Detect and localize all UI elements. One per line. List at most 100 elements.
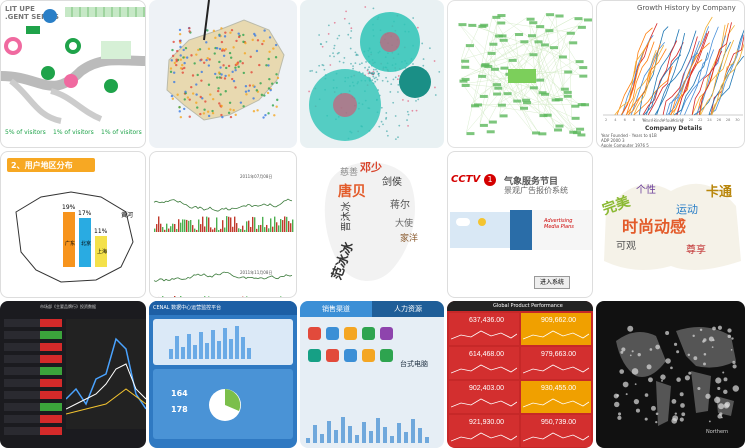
flow-cat-1: 5% of visitors — [5, 129, 46, 136]
tile-icon-app[interactable]: 销售渠道 人力资源 台式电脑 — [300, 301, 444, 448]
dot — [219, 93, 222, 96]
app-icon[interactable] — [308, 349, 321, 362]
app-icon[interactable] — [380, 349, 393, 362]
tile-product-performance[interactable]: Global Product Performance 637,436.00 909… — [447, 301, 593, 448]
dot — [329, 64, 332, 66]
dot — [380, 106, 383, 109]
dot — [207, 83, 211, 86]
dot — [386, 80, 389, 83]
app-icon[interactable] — [326, 327, 339, 340]
tile-growth-chart[interactable]: Growth History by Company 2 4 6 8 10 12 14 16 18… — [596, 0, 745, 148]
dot — [181, 71, 184, 74]
dot — [676, 377, 681, 382]
perf-cell[interactable]: 921,930.00 — [449, 415, 519, 447]
perf-cell[interactable]: 902,403.00 — [449, 381, 519, 413]
ad-media-box — [532, 210, 592, 250]
app-icon[interactable] — [344, 349, 357, 362]
app-icon[interactable] — [344, 327, 357, 340]
dot — [235, 39, 238, 43]
finance-row[interactable] — [4, 355, 62, 363]
perf-cell[interactable]: 909,662.00 — [521, 313, 591, 345]
dot — [386, 134, 389, 137]
dot — [715, 377, 722, 384]
dot — [218, 60, 221, 64]
dot — [182, 56, 185, 59]
tab-sales[interactable]: 销售渠道 — [300, 301, 372, 317]
dot — [655, 412, 659, 416]
dot — [342, 61, 345, 64]
dot — [195, 53, 198, 56]
dot — [660, 374, 666, 380]
dot — [416, 26, 419, 29]
tile-china-map[interactable] — [149, 0, 297, 148]
finance-row[interactable] — [4, 319, 62, 327]
tile-cctv-ad[interactable]: CCTV 1 气象服务节目 景观广告报价系统 Advertising Media… — [447, 151, 593, 298]
app-icon[interactable] — [362, 327, 375, 340]
dot — [252, 97, 255, 100]
dot — [266, 91, 270, 95]
dot — [242, 40, 245, 44]
dot — [223, 77, 227, 80]
dot — [232, 79, 236, 83]
dot — [731, 337, 734, 340]
finance-row[interactable] — [4, 391, 62, 399]
monitor-bar — [235, 326, 239, 359]
tile-bubble-scatter[interactable] — [300, 0, 444, 148]
dot — [375, 76, 377, 79]
app-icon[interactable] — [326, 349, 339, 362]
finance-row[interactable] — [4, 403, 62, 411]
app-icon[interactable] — [362, 349, 375, 362]
tile-region-bars[interactable]: 2、用户地区分布 19% 17% 11% 广东 北京 上海 黄河 — [0, 151, 146, 298]
dot — [380, 120, 383, 123]
tile-network-graph[interactable] — [447, 0, 593, 148]
dot — [264, 113, 267, 117]
dot — [679, 417, 684, 422]
perf-cell[interactable]: 614,468.00 — [449, 347, 519, 379]
finance-row[interactable] — [4, 343, 62, 351]
perf-cell[interactable]: 979,663.00 — [521, 347, 591, 379]
finance-row[interactable] — [4, 367, 62, 375]
app-icon[interactable] — [308, 327, 321, 340]
finance-row[interactable] — [4, 331, 62, 339]
perf-cell[interactable]: 950,739.00 — [521, 415, 591, 447]
perf-cell[interactable]: 930,455.00 — [521, 381, 591, 413]
dot — [717, 325, 723, 330]
dot — [361, 62, 363, 65]
word-1: 邓少 — [360, 161, 382, 174]
enter-system-button[interactable]: 进入系统 — [534, 276, 570, 289]
dot — [202, 112, 206, 115]
dot — [263, 29, 266, 32]
tile-monitor-dashboard[interactable]: CENAL 数据中心运营监控平台 164 178 — [149, 301, 297, 448]
tile-word-cloud-colorful[interactable]: 时尚动感 完美 可观 尊享 卡通 运动 个性 — [596, 151, 745, 298]
dot — [209, 93, 212, 96]
perf-cell[interactable]: 637,436.00 — [449, 313, 519, 345]
dot — [219, 66, 222, 69]
dot — [262, 116, 265, 119]
tile-word-cloud-face[interactable]: 邓少 剑侯 唐贝 晋沐冰 蒋尔 范冰冰 大使 家洋 慈善 — [300, 151, 444, 298]
tab-hr[interactable]: 人力资源 — [372, 301, 444, 317]
cctv-title2: 景观广告报价系统 — [504, 186, 568, 195]
dot — [178, 110, 181, 113]
monitor-gauge — [209, 389, 241, 421]
tile-flow-dashboard[interactable]: LIT UPE .GENT SERIES 5% of visitors 1% o… — [0, 0, 146, 148]
finance-row[interactable] — [4, 427, 62, 435]
dot — [207, 114, 211, 118]
dot — [188, 27, 191, 30]
tile-stock-chart[interactable]: 2011年07月08日 2011年11月08日 — [149, 151, 297, 298]
flow-cat-3: 1% of visitors — [101, 129, 142, 136]
ad-media-label: Advertising Media Plans — [544, 218, 574, 230]
dot — [644, 393, 649, 397]
dot — [421, 42, 424, 45]
finance-row[interactable] — [4, 379, 62, 387]
dot — [234, 113, 237, 117]
dot — [271, 82, 274, 85]
dot — [224, 74, 227, 78]
tile-world-map[interactable]: Northern — [596, 301, 745, 448]
dot — [199, 95, 202, 99]
tile-finance-app[interactable]: 市场部《主要品牌行》投资数据 — [0, 301, 146, 448]
dot — [211, 111, 215, 115]
app-icon[interactable] — [380, 327, 393, 340]
dot — [661, 379, 663, 382]
finance-row[interactable] — [4, 415, 62, 423]
